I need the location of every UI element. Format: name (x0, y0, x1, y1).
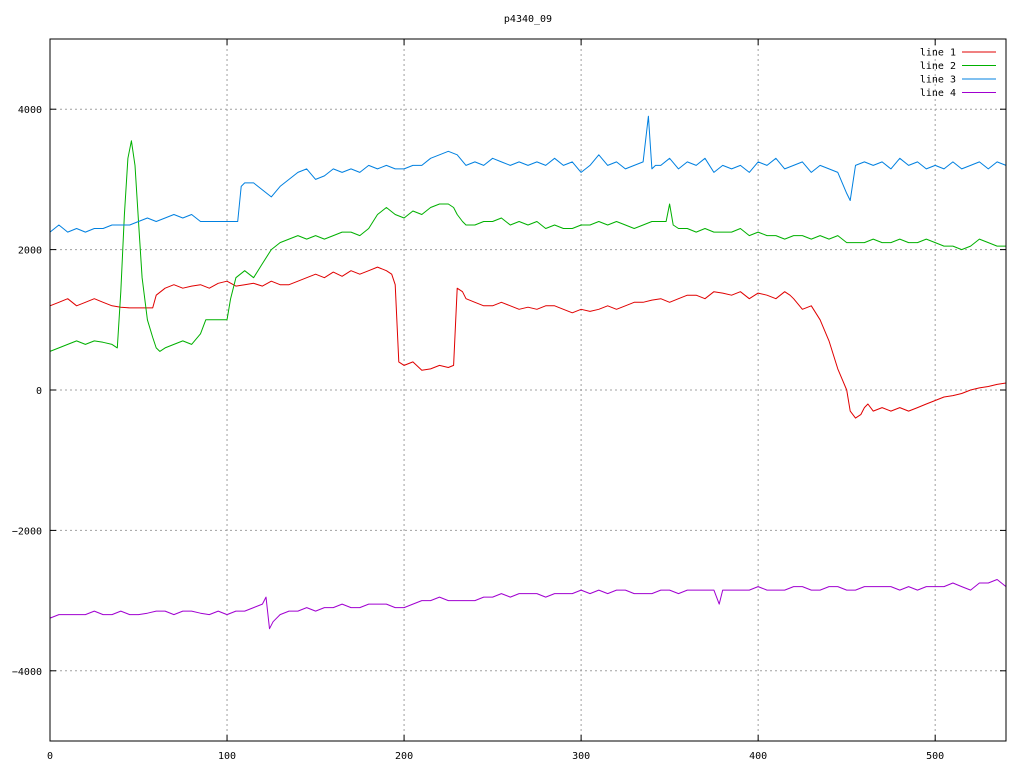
series-lines (49, 115, 1007, 630)
x-tick-label: 500 (926, 751, 944, 762)
plot-area-frame (49, 38, 1007, 742)
legend-label-4: line 4 (920, 88, 956, 99)
y-tick-label: 2000 (18, 246, 42, 257)
y-tick-label: −4000 (12, 667, 42, 678)
legend-label-1: line 1 (920, 48, 956, 59)
y-axis-tick-labels: −4000 −2000 0 2000 4000 (12, 105, 42, 678)
chart-title: p4340_09 (504, 14, 552, 25)
x-tick-label: 300 (572, 751, 590, 762)
axis-ticks (49, 39, 1006, 741)
legend-label-3: line 3 (920, 75, 956, 86)
y-tick-label: 0 (36, 386, 42, 397)
x-tick-label: 100 (218, 751, 236, 762)
y-tick-label: −2000 (12, 526, 42, 537)
y-tick-label: 4000 (18, 105, 42, 116)
grid-lines (50, 39, 1006, 741)
x-axis-tick-labels: 0 100 200 300 400 500 (47, 751, 944, 762)
series-line-3 (49, 115, 1007, 233)
series-line-4 (49, 579, 1007, 630)
legend: line 1 line 2 line 3 line 4 (920, 48, 996, 99)
series-line-1 (49, 266, 1007, 419)
series-line-2 (49, 140, 1006, 352)
x-tick-label: 200 (395, 751, 413, 762)
x-tick-label: 400 (749, 751, 767, 762)
x-tick-label: 0 (47, 751, 53, 762)
legend-label-2: line 2 (920, 61, 956, 72)
